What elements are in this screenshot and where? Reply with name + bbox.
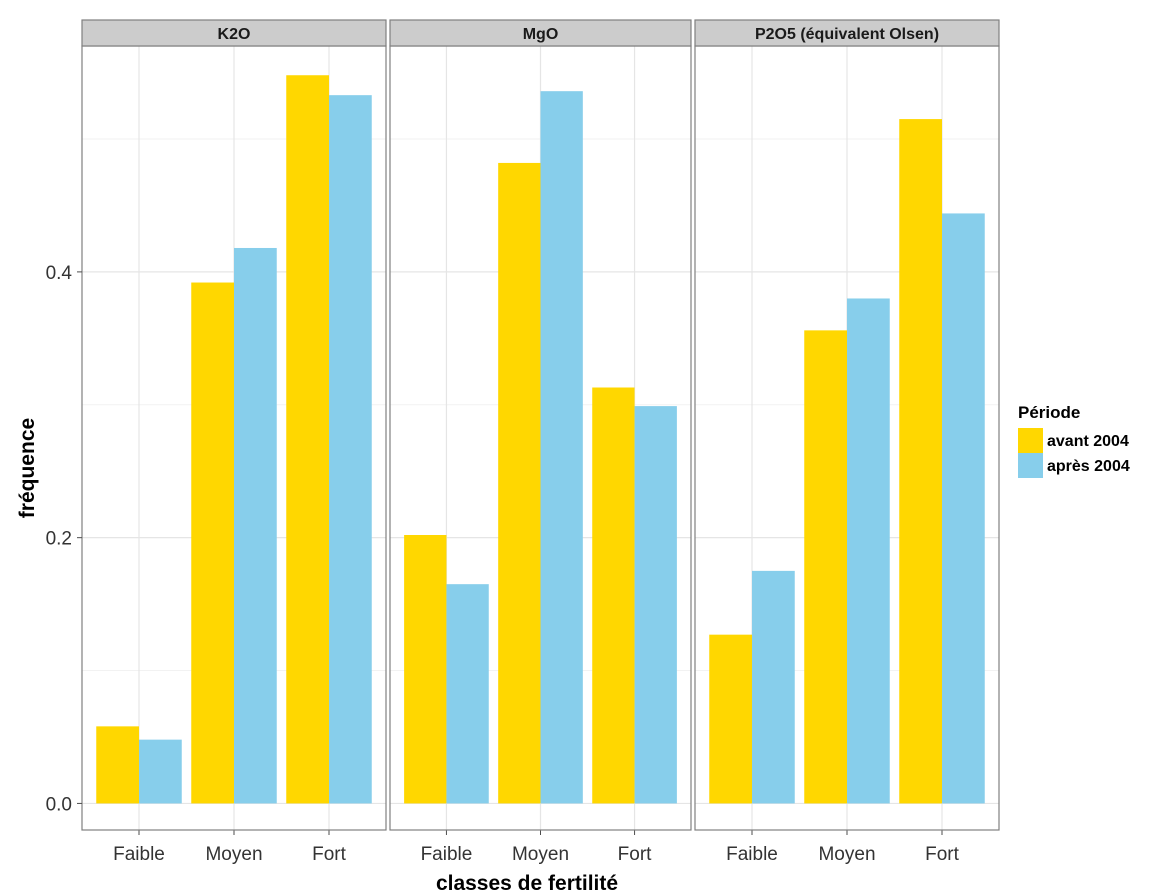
bar-avant-moyen [498, 162, 541, 804]
bar-apres-moyen [234, 247, 277, 804]
x-tick-label: Faible [726, 844, 778, 865]
bar-avant-moyen [804, 330, 847, 804]
x-tick-label: Moyen [818, 844, 875, 865]
y-tick-label: 0.4 [46, 263, 73, 284]
facet-strip [389, 19, 692, 47]
facet-panel: Faible Moyen Fort MgO [389, 19, 692, 865]
facet-panel: Faible Moyen Fort P2O5 (équivalent Olsen) [694, 19, 1000, 865]
bar-avant-faible [96, 726, 139, 804]
facet-strip-label: P2O5 (équivalent Olsen) [755, 26, 939, 43]
legend-key [1018, 453, 1043, 478]
y-axis: 0.0 0.2 0.4 [46, 263, 82, 815]
x-tick-label: Faible [421, 844, 473, 865]
bar-apres-faible [752, 570, 795, 804]
legend-label: après 2004 [1047, 458, 1130, 475]
bar-avant-fort [592, 387, 635, 804]
y-axis-title: fréquence [16, 418, 39, 518]
legend-key [1018, 428, 1043, 453]
bar-avant-moyen [191, 282, 234, 804]
legend-title: Période [1018, 403, 1080, 422]
bar-avant-fort [899, 119, 942, 804]
bar-apres-moyen [847, 298, 890, 804]
x-tick-label: Fort [312, 844, 347, 865]
bar-apres-faible [139, 739, 182, 804]
bar-apres-fort [942, 213, 985, 804]
bar-apres-faible [446, 584, 489, 804]
bar-apres-moyen [540, 91, 583, 804]
facet-strip-label: MgO [523, 26, 559, 43]
facet-strip-label: K2O [218, 26, 251, 43]
x-tick-label: Fort [925, 844, 960, 865]
x-tick-label: Fort [618, 844, 653, 865]
y-tick-label: 0.2 [46, 529, 72, 550]
x-axis-title: classes de fertilité [436, 872, 618, 895]
bar-avant-faible [709, 634, 752, 804]
bar-apres-fort [634, 406, 677, 804]
legend: Période avant 2004 après 2004 [1018, 403, 1130, 478]
bar-avant-faible [404, 535, 447, 804]
x-tick-label: Moyen [205, 844, 262, 865]
bar-apres-fort [329, 95, 372, 804]
y-tick-label: 0.0 [46, 794, 72, 815]
x-tick-label: Faible [113, 844, 165, 865]
facet-strip [81, 19, 387, 47]
bar-avant-fort [286, 75, 329, 804]
legend-label: avant 2004 [1047, 433, 1129, 450]
facet-panel: Faible Moyen Fort K2O [81, 19, 387, 865]
x-tick-label: Moyen [512, 844, 569, 865]
facet-strip [694, 19, 1000, 47]
